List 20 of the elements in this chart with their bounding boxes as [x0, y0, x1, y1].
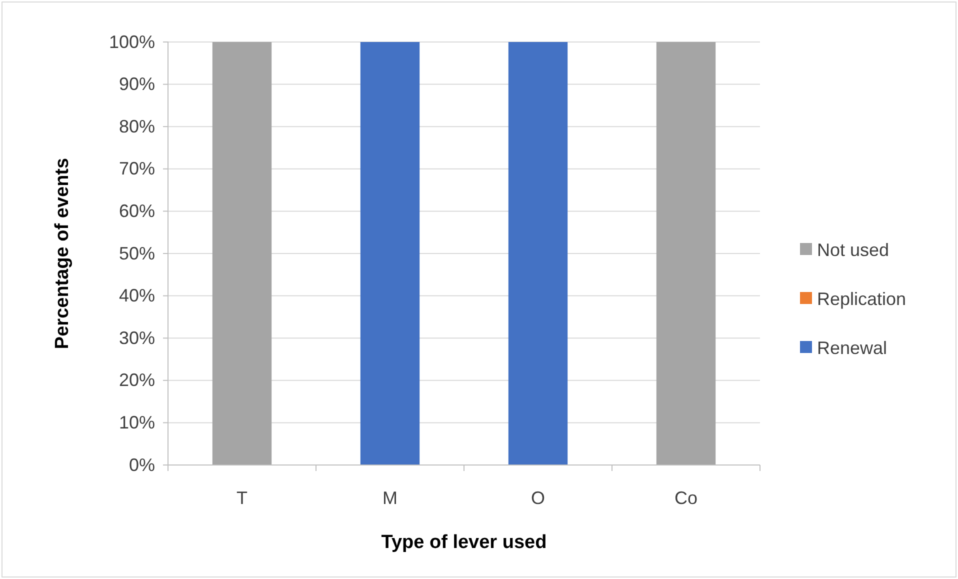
y-tick-label: 100% [108, 32, 155, 52]
x-tick-label: O [530, 488, 546, 508]
y-axis-title: Percentage of events [52, 158, 73, 350]
y-tick-label: 90% [118, 74, 155, 94]
y-tick-label: 40% [118, 286, 155, 306]
legend-label: Renewal [817, 338, 888, 358]
legend-label: Replication [817, 289, 906, 309]
y-tick-label: 60% [118, 200, 155, 221]
y-tick-label: 70% [118, 158, 155, 179]
x-tick-label: M [382, 488, 398, 508]
y-tick-label: 50% [118, 243, 155, 264]
y-tick-label: 80% [118, 116, 155, 136]
x-tick-label: T [236, 488, 248, 508]
y-tick-label: 0% [128, 454, 155, 475]
x-axis-title: Type of lever used [381, 532, 547, 553]
legend-label: Not used [817, 240, 890, 260]
x-tick-label: Co [674, 488, 698, 508]
y-tick-label: 10% [118, 412, 155, 432]
y-tick-label: 20% [118, 370, 155, 390]
y-tick-label: 30% [118, 328, 155, 348]
